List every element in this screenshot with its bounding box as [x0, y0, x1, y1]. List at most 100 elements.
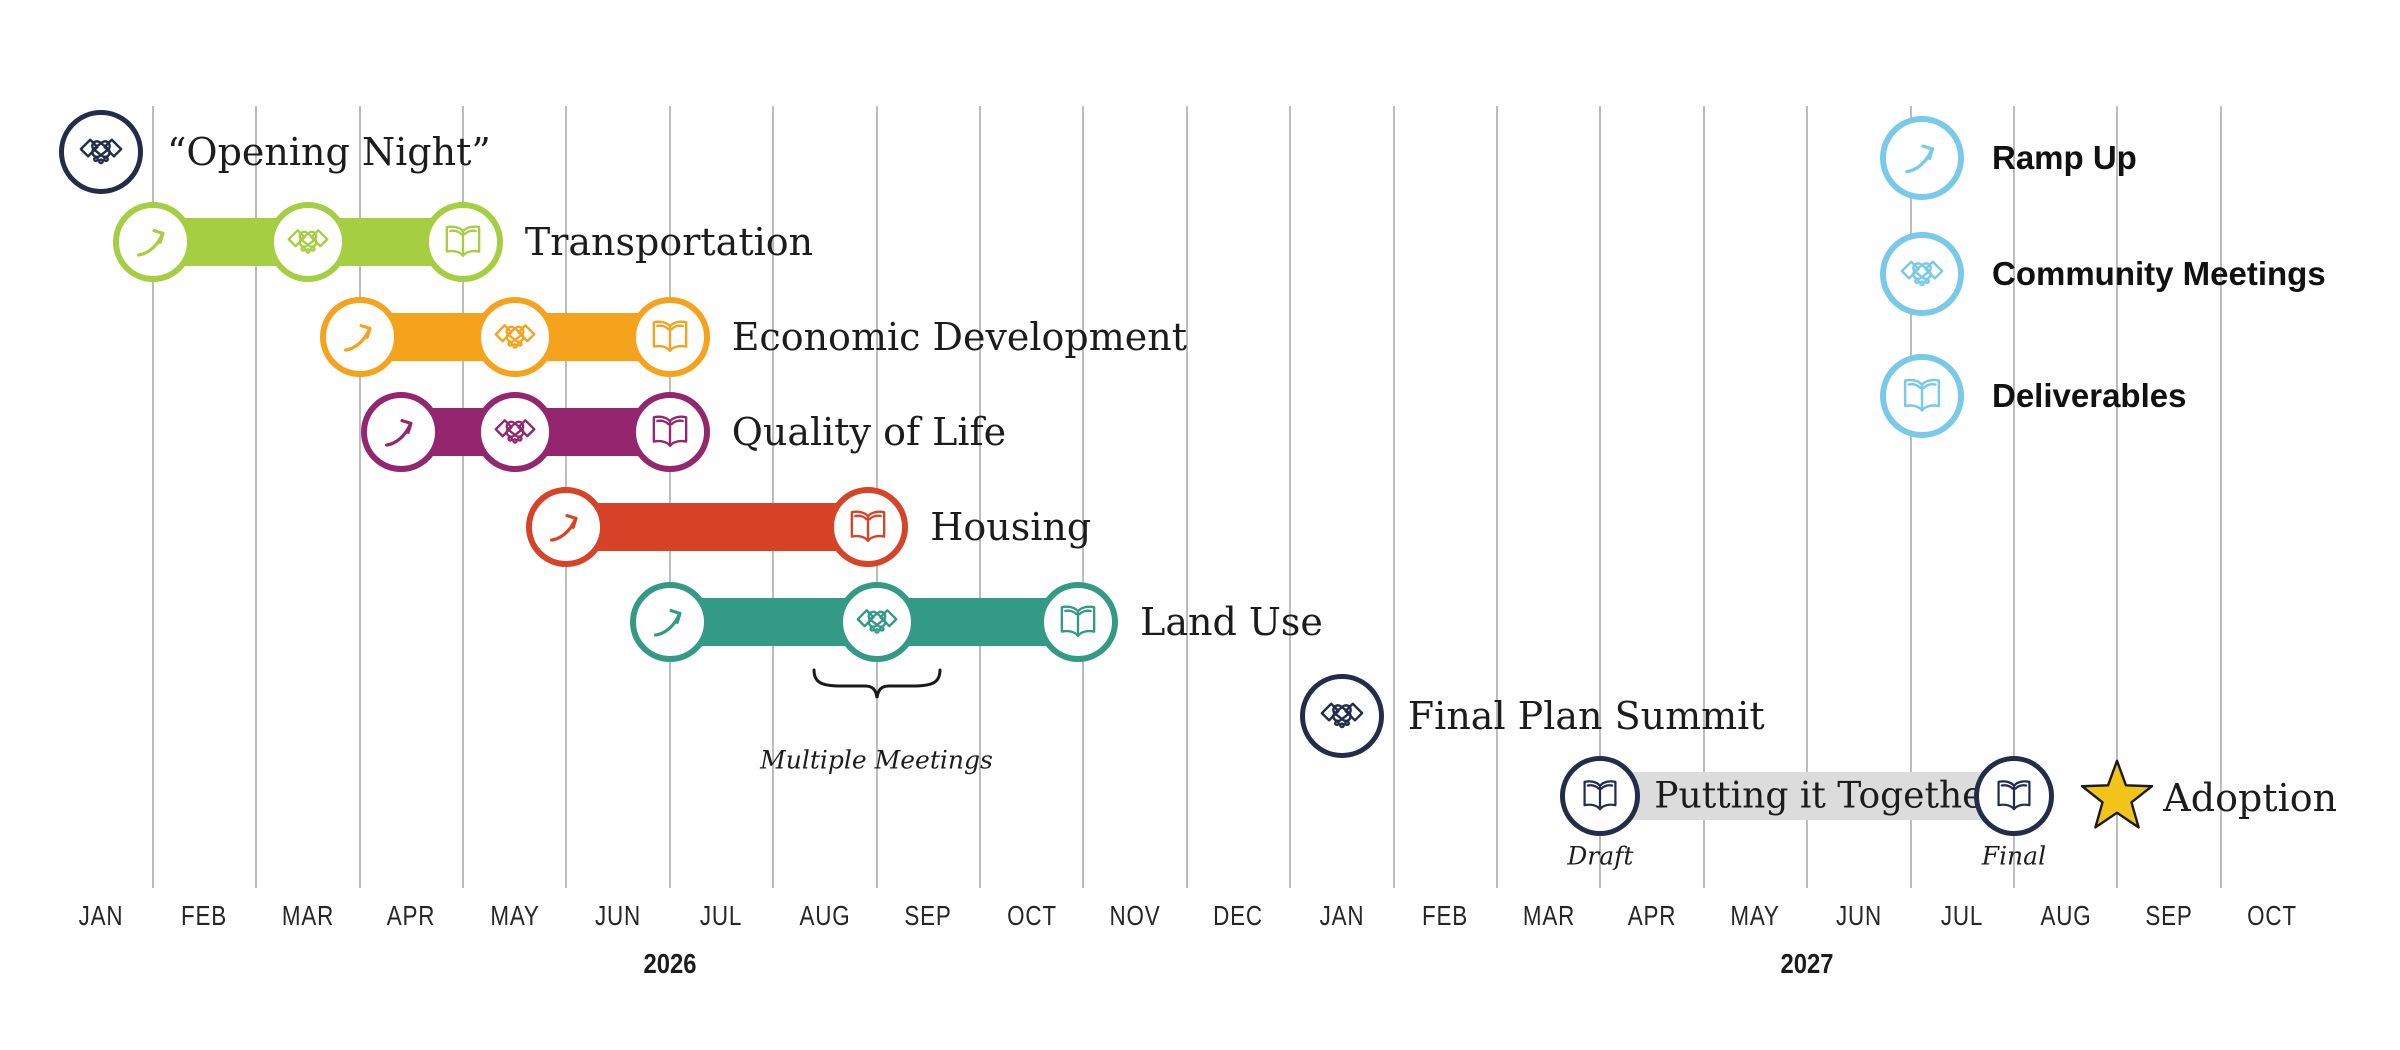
handshake-icon	[287, 228, 329, 254]
assembly-bar	[1600, 772, 2014, 820]
month-label: APR	[386, 900, 436, 931]
month-label: MAY	[489, 900, 540, 931]
event-circle	[474, 392, 555, 472]
event-circle	[526, 487, 607, 567]
book-icon	[1060, 605, 1096, 637]
ramp-up-icon	[384, 419, 413, 447]
event-circle	[1973, 756, 2054, 836]
ramp-up-icon	[136, 229, 165, 257]
book-icon	[1997, 780, 2031, 811]
event-circle	[1038, 582, 1119, 662]
month-label: NOV	[1109, 900, 1161, 931]
book-icon	[850, 510, 886, 542]
year-label: 2027	[1780, 948, 1834, 979]
ramp-up-icon	[343, 324, 372, 352]
event-circle	[1560, 756, 1641, 836]
assembly-start-note: Draft	[1567, 841, 1634, 871]
annotation-label: Multiple Meetings	[760, 745, 993, 775]
month-label: FEB	[181, 900, 228, 931]
event-circle	[360, 392, 441, 472]
event-circle	[112, 202, 193, 282]
gridline	[1599, 106, 1602, 888]
phase-label: Economic Development	[731, 315, 1188, 359]
book-icon	[1903, 378, 1941, 412]
adoption-star	[2077, 756, 2157, 836]
month-label: SEP	[904, 900, 952, 931]
milestone-label: Adoption	[2163, 776, 2338, 820]
gridline	[1909, 106, 1912, 888]
ramp-up-icon	[1905, 144, 1935, 174]
brace-icon	[812, 668, 942, 700]
event-circle	[59, 110, 143, 194]
month-label: JUN	[595, 900, 641, 931]
event-circle	[267, 202, 348, 282]
month-label: SEP	[2145, 900, 2193, 931]
milestone-label: Final Plan Summit	[1407, 694, 1765, 738]
event-circle	[629, 392, 710, 472]
assembly-end-note: Final	[1981, 841, 2047, 871]
gridline	[151, 106, 154, 888]
assembly-label: Putting it Together	[1654, 775, 2001, 817]
brace-icon	[812, 668, 941, 700]
handshake-icon	[494, 323, 536, 349]
phase-bar	[566, 503, 869, 551]
phase-label: Transportation	[524, 220, 814, 264]
ramp-up-icon	[653, 609, 682, 637]
gridline	[461, 106, 464, 888]
handshake-icon	[1320, 702, 1364, 729]
gridline	[1082, 106, 1085, 888]
phase-label: Land Use	[1140, 600, 1323, 644]
gridline	[1392, 106, 1395, 888]
milestone-label: “Opening Night”	[167, 130, 491, 174]
handshake-icon	[494, 418, 536, 444]
star-icon	[2081, 759, 2154, 829]
month-label: AUG	[799, 900, 851, 931]
month-label: FEB	[1422, 900, 1469, 931]
event-circle	[1299, 674, 1384, 758]
month-label: JAN	[1319, 900, 1365, 931]
event-circle	[836, 582, 917, 662]
book-icon	[652, 320, 688, 352]
month-label: OCT	[2247, 900, 2298, 931]
book-icon	[1583, 780, 1617, 811]
month-label: JAN	[78, 900, 124, 931]
gridline	[2219, 106, 2222, 888]
month-label: JUL	[700, 900, 743, 931]
gridline	[772, 106, 775, 888]
event-circle	[474, 297, 555, 377]
month-label: OCT	[1006, 900, 1057, 931]
gridline	[2116, 106, 2119, 888]
year-label: 2026	[643, 948, 697, 979]
event-circle	[1880, 232, 1964, 316]
book-icon	[652, 415, 688, 447]
month-label: AUG	[2040, 900, 2092, 931]
event-circle	[828, 487, 909, 567]
legend-item-label: Deliverables	[1992, 377, 2187, 414]
month-label: APR	[1627, 900, 1677, 931]
gridline	[1495, 106, 1498, 888]
event-circle	[1880, 116, 1964, 200]
month-label: JUN	[1835, 900, 1882, 931]
handshake-icon	[856, 608, 897, 634]
gridline	[978, 106, 981, 888]
legend-item-label: Community Meetings	[1992, 255, 2326, 292]
legend-item-label: Ramp Up	[1992, 139, 2137, 176]
gridline	[358, 106, 361, 888]
month-label: MAY	[1730, 900, 1781, 931]
gridline	[2012, 106, 2015, 888]
event-circle	[1880, 354, 1964, 438]
gridline	[668, 106, 671, 888]
month-label: DEC	[1213, 900, 1264, 931]
gridline	[1702, 106, 1705, 888]
book-icon	[445, 225, 481, 257]
event-circle	[319, 297, 400, 377]
event-circle	[422, 202, 503, 282]
handshake-icon	[79, 138, 123, 165]
event-circle	[629, 297, 710, 377]
gridline	[1289, 106, 1292, 888]
phase-label: Quality of Life	[731, 410, 1007, 454]
gridline	[1806, 106, 1809, 888]
gridline	[255, 106, 258, 888]
month-label: MAR	[1522, 900, 1575, 931]
